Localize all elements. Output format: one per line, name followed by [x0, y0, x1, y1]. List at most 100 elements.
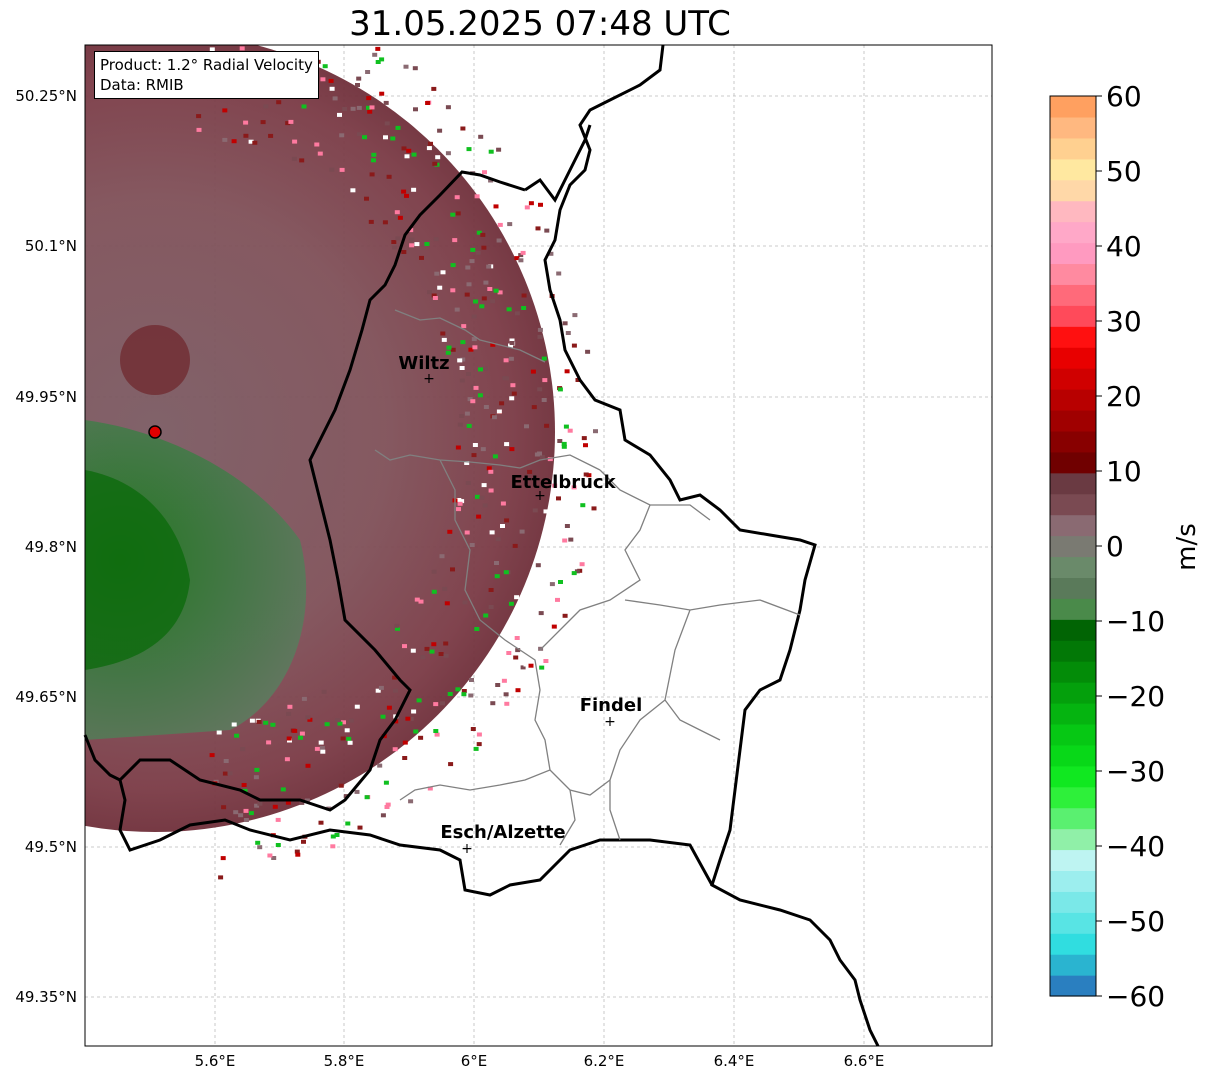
echo-speckle — [280, 787, 286, 792]
echo-speckle — [445, 151, 451, 156]
echo-speckle — [459, 366, 465, 370]
country-border-sw — [83, 734, 121, 782]
echo-speckle — [524, 205, 530, 210]
echo-speckle — [248, 29, 253, 33]
echo-speckle — [318, 740, 324, 745]
colorbar-band — [1050, 535, 1096, 558]
echo-speckle — [456, 507, 461, 512]
echo-speckle — [220, 856, 226, 861]
echo-speckle — [565, 331, 571, 335]
echo-speckle — [476, 230, 482, 235]
echo-speckle — [455, 687, 461, 692]
colorbar-band — [1050, 242, 1096, 265]
echo-speckle — [366, 96, 372, 101]
echo-speckle — [517, 237, 523, 242]
echo-speckle — [404, 154, 410, 159]
echo-speckle — [253, 775, 259, 780]
echo-speckle — [431, 569, 437, 574]
echo-speckle — [562, 538, 568, 543]
echo-speckle — [531, 405, 537, 410]
echo-speckle — [535, 226, 541, 231]
colorbar-band — [1050, 619, 1096, 641]
echo-speckle — [515, 688, 521, 693]
echo-speckle — [468, 693, 474, 698]
echo-speckle — [520, 665, 526, 670]
echo-speckle — [496, 147, 502, 152]
echo-speckle — [401, 250, 407, 254]
echo-speckle — [571, 343, 577, 348]
lat-tick: 49.8°N — [25, 538, 77, 556]
echo-speckle — [204, 28, 209, 32]
echo-speckle — [405, 716, 411, 721]
echo-speckle — [556, 496, 561, 501]
echo-speckle — [520, 250, 526, 255]
echo-speckle — [460, 340, 466, 345]
echo-speckle — [335, 718, 340, 723]
echo-speckle — [488, 469, 494, 474]
echo-speckle — [465, 481, 471, 485]
echo-speckle — [580, 503, 586, 508]
echo-speckle — [243, 120, 249, 125]
echo-speckle — [528, 201, 534, 206]
echo-speckle — [450, 347, 456, 352]
echo-speckle — [475, 250, 481, 255]
echo-speckle — [459, 499, 465, 504]
echo-speckle — [433, 237, 439, 242]
plot-frame — [84, 44, 993, 1047]
echo-speckle — [377, 795, 383, 800]
echo-speckle — [452, 238, 458, 243]
echo-speckle — [514, 256, 520, 261]
echo-speckle — [364, 196, 369, 201]
echo-speckle — [298, 735, 303, 740]
colorbar-band — [1050, 263, 1096, 285]
echo-speckle — [543, 659, 549, 663]
echo-speckle — [424, 242, 430, 246]
echo-speckle — [356, 76, 362, 81]
colorbar-band — [1050, 221, 1096, 244]
colorbar-band — [1050, 682, 1096, 704]
echo-speckle — [346, 736, 352, 741]
echo-speckle — [342, 107, 348, 111]
echo-speckle — [508, 601, 514, 606]
echo-speckle — [364, 795, 370, 800]
colorbar-bands — [1050, 96, 1096, 997]
echo-speckle — [591, 506, 597, 511]
echo-speckle — [502, 376, 508, 381]
echo-speckle — [442, 586, 448, 591]
colorbar-band — [1050, 640, 1096, 662]
echo-speckle — [440, 331, 446, 336]
echo-speckle — [275, 843, 281, 847]
echo-speckle — [291, 156, 297, 161]
echo-speckle — [509, 396, 515, 401]
echo-speckle — [348, 718, 354, 723]
echo-speckle — [508, 356, 514, 361]
echo-speckle — [369, 105, 375, 110]
echo-speckle — [432, 296, 438, 300]
echo-speckle — [411, 152, 417, 157]
echo-speckle — [466, 147, 472, 152]
echo-speckle — [321, 22, 326, 26]
echo-speckle — [404, 193, 409, 198]
echo-speckle — [416, 698, 422, 703]
echo-speckle — [518, 622, 523, 627]
echo-speckle — [447, 692, 453, 696]
city-marker-icon: + — [604, 714, 616, 730]
echo-speckle — [515, 648, 521, 653]
echo-speckle — [299, 800, 305, 805]
echo-speckle — [231, 722, 237, 727]
echo-speckle — [286, 736, 292, 741]
echo-speckle — [257, 801, 263, 806]
echo-speckle — [371, 152, 377, 157]
echo-speckle — [300, 34, 305, 38]
echo-speckle — [497, 222, 503, 227]
echo-speckle — [375, 688, 381, 693]
colorbar-band — [1050, 744, 1096, 767]
echo-speckle — [488, 488, 494, 493]
echo-speckle — [508, 343, 513, 348]
echo-speckle — [216, 730, 222, 735]
echo-speckle — [394, 210, 400, 215]
echo-speckle — [563, 424, 569, 429]
echo-speckle — [479, 304, 485, 309]
echo-speckle — [219, 21, 224, 25]
colorbar-band — [1050, 912, 1096, 934]
